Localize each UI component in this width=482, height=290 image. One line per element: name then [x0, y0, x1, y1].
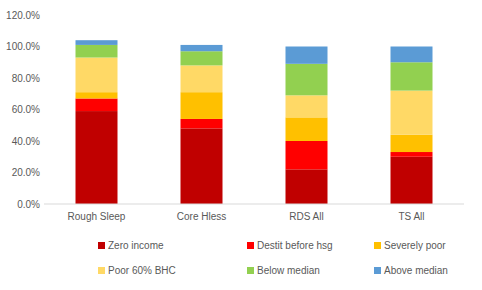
bar-segment: [76, 98, 118, 111]
bar-segment: [76, 45, 118, 58]
legend-label: Destit before hsg: [257, 240, 333, 251]
y-tick-label: 0.0%: [17, 199, 40, 210]
bar-segment: [76, 92, 118, 98]
x-tick-label: RDS All: [289, 211, 323, 222]
legend-label: Below median: [257, 265, 320, 276]
bar-segment: [181, 65, 223, 92]
x-tick-label: TS All: [398, 211, 424, 222]
bar-segment: [181, 51, 223, 65]
bars: [76, 40, 433, 204]
y-tick-label: 60.0%: [12, 104, 40, 115]
bar-segment: [286, 141, 328, 169]
y-tick-label: 40.0%: [12, 136, 40, 147]
legend-label: Above median: [384, 265, 448, 276]
legend-label: Severely poor: [384, 240, 446, 251]
bar-segment: [286, 64, 328, 95]
bar-segment: [181, 92, 223, 119]
tick-mark: [41, 172, 44, 173]
legend-swatch: [98, 267, 105, 274]
bar-segment: [391, 47, 433, 63]
bar-segment: [76, 111, 118, 204]
bar-segment: [391, 157, 433, 204]
legend-swatch: [374, 267, 381, 274]
bar-segment: [286, 169, 328, 204]
tick-mark: [41, 78, 44, 79]
legend-swatch: [374, 242, 381, 249]
bar-segment: [391, 135, 433, 152]
bar-segment: [76, 58, 118, 93]
bar-segment: [181, 45, 223, 51]
tick-mark: [41, 46, 44, 47]
x-tick-label: Rough Sleep: [68, 211, 126, 222]
legend-swatch: [98, 242, 105, 249]
x-axis: [44, 204, 464, 205]
y-tick-label: 100.0%: [6, 41, 40, 52]
bar-segment: [391, 91, 433, 135]
bar-segment: [286, 117, 328, 141]
y-tick-label: 120.0%: [6, 10, 40, 21]
bar-segment: [391, 62, 433, 90]
y-tick-label: 80.0%: [12, 73, 40, 84]
bar-segment: [181, 119, 223, 128]
legend-swatch: [247, 267, 254, 274]
y-tick-label: 20.0%: [12, 167, 40, 178]
tick-mark: [41, 141, 44, 142]
bar-segment: [76, 40, 118, 45]
legend-label: Zero income: [108, 240, 164, 251]
tick-mark: [41, 109, 44, 110]
background: [0, 0, 482, 290]
legend-swatch: [247, 242, 254, 249]
legend-label: Poor 60% BHC: [108, 265, 176, 276]
bar-segment: [181, 128, 223, 204]
tick-mark: [41, 204, 44, 205]
bar-segment: [286, 95, 328, 117]
bar-segment: [391, 152, 433, 157]
tick-mark: [41, 15, 44, 16]
bar-segment: [286, 47, 328, 64]
x-tick-label: Core Hless: [177, 211, 226, 222]
